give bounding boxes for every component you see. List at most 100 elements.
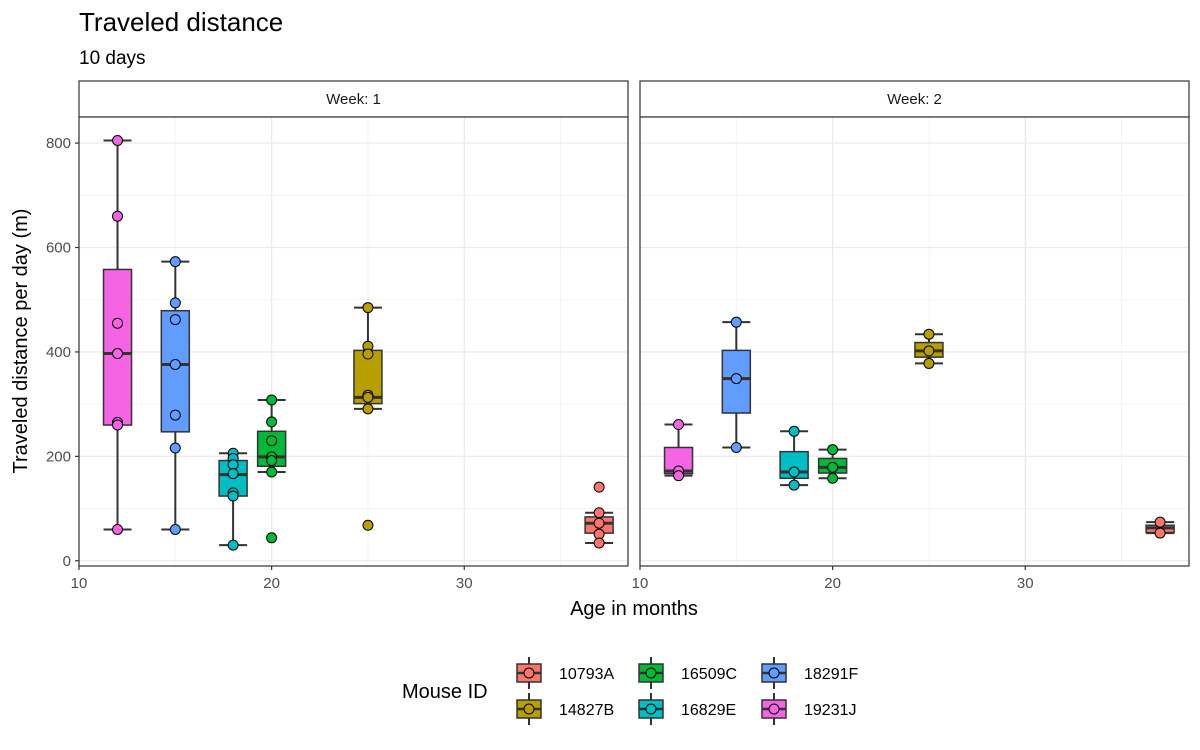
box-group-16509C <box>817 444 848 484</box>
box-group-10793A <box>1145 516 1175 539</box>
data-point <box>788 479 800 491</box>
x-tick-label: 30 <box>1017 575 1034 592</box>
data-point <box>730 441 742 453</box>
y-tick-label: 800 <box>46 135 71 152</box>
data-point <box>227 539 239 551</box>
data-point <box>788 425 800 437</box>
y-tick-label: 0 <box>63 553 71 570</box>
data-point <box>593 507 605 519</box>
data-point <box>227 468 239 480</box>
data-point <box>730 373 742 385</box>
data-point <box>169 358 181 370</box>
y-axis-title: Traveled distance per day (m) <box>10 209 32 474</box>
x-tick-label: 20 <box>263 575 280 592</box>
legend: Mouse ID 10793A 14827B 16509C 16829E 18291F 1… <box>402 657 858 725</box>
facet-strip-label: Week: 2 <box>887 91 942 108</box>
data-point <box>266 416 278 428</box>
legend-entry-19231J: 19231J <box>761 693 857 725</box>
y-tick-label: 200 <box>46 448 71 465</box>
data-point <box>169 442 181 454</box>
legend-key-point <box>768 667 780 679</box>
data-point <box>362 391 374 403</box>
box-group-19231J <box>102 134 133 535</box>
box-group-16829E <box>779 425 809 491</box>
box-group-14827B <box>914 328 944 369</box>
data-point <box>266 394 278 406</box>
data-point <box>788 466 800 478</box>
data-point <box>923 345 935 357</box>
y-tick-label: 400 <box>46 344 71 361</box>
panel-border <box>639 116 1190 567</box>
data-point <box>827 461 839 473</box>
box-group-18291F <box>721 316 752 453</box>
legend-key-point <box>768 703 780 715</box>
data-point <box>593 481 605 493</box>
data-point <box>266 466 278 478</box>
legend-key-point <box>645 703 657 715</box>
data-point <box>169 314 181 326</box>
data-point <box>266 455 278 467</box>
y-axis-ticks: 0 200 400 600 800 <box>46 135 79 570</box>
data-point <box>827 444 839 456</box>
box-group-14827B <box>353 302 383 531</box>
data-point <box>266 435 278 447</box>
data-point <box>112 419 124 431</box>
chart-title: Traveled distance <box>79 7 283 37</box>
data-point <box>112 210 124 222</box>
data-point <box>923 357 935 369</box>
data-point <box>923 328 935 340</box>
data-point <box>169 256 181 268</box>
data-point <box>266 532 278 544</box>
legend-label: 19231J <box>804 702 857 719</box>
data-point <box>362 519 374 531</box>
box-group-19231J <box>663 419 694 482</box>
box-group-10793A <box>584 481 614 549</box>
data-point <box>362 403 374 415</box>
legend-label: 16509C <box>681 666 737 683</box>
data-point <box>362 302 374 314</box>
legend-key-point <box>523 667 535 679</box>
legend-key-point <box>645 667 657 679</box>
legend-entry-10793A: 10793A <box>516 657 614 689</box>
data-point <box>112 317 124 329</box>
data-point <box>112 523 124 535</box>
legend-label: 10793A <box>559 666 614 683</box>
data-point <box>827 472 839 484</box>
x-tick-label: 10 <box>71 575 88 592</box>
gridlines <box>78 117 628 566</box>
x-axis-title: Age in months <box>570 598 698 620</box>
data-point <box>227 490 239 502</box>
data-point <box>169 297 181 309</box>
facet-strip <box>639 80 1190 118</box>
data-point <box>112 134 124 146</box>
data-point <box>673 470 685 482</box>
legend-entry-16509C: 16509C <box>638 657 737 689</box>
panel-border <box>78 116 629 567</box>
facet-panel-week-1: Week: 1 10 20 30 0 200 400 600 800 <box>46 80 629 592</box>
data-point <box>1154 516 1166 528</box>
data-point <box>1154 527 1166 539</box>
box-group-16829E <box>218 447 248 551</box>
box-group-18291F <box>160 256 191 535</box>
x-axis-ticks: 10 20 30 <box>632 566 1034 592</box>
panel-background <box>640 117 1189 566</box>
x-tick-label: 20 <box>824 575 841 592</box>
x-axis-ticks: 10 20 30 <box>71 566 473 592</box>
legend-title: Mouse ID <box>402 681 488 703</box>
legend-entry-14827B: 14827B <box>516 693 614 725</box>
data-point <box>362 348 374 360</box>
data-point <box>593 537 605 549</box>
box-group-16509C <box>256 394 287 544</box>
facet-panel-week-2: Week: 2 10 20 30 <box>632 80 1190 592</box>
legend-label: 14827B <box>559 702 614 719</box>
legend-key-point <box>523 703 535 715</box>
legend-entry-18291F: 18291F <box>761 657 858 689</box>
x-tick-label: 30 <box>456 575 473 592</box>
data-point <box>730 316 742 328</box>
facet-strip <box>78 80 629 118</box>
facet-panels: Week: 1 10 20 30 0 200 400 600 800 Week: 2 10 20 30 <box>46 80 1190 592</box>
legend-label: 16829E <box>681 702 736 719</box>
data-point <box>593 517 605 529</box>
facet-strip-label: Week: 1 <box>326 91 381 108</box>
